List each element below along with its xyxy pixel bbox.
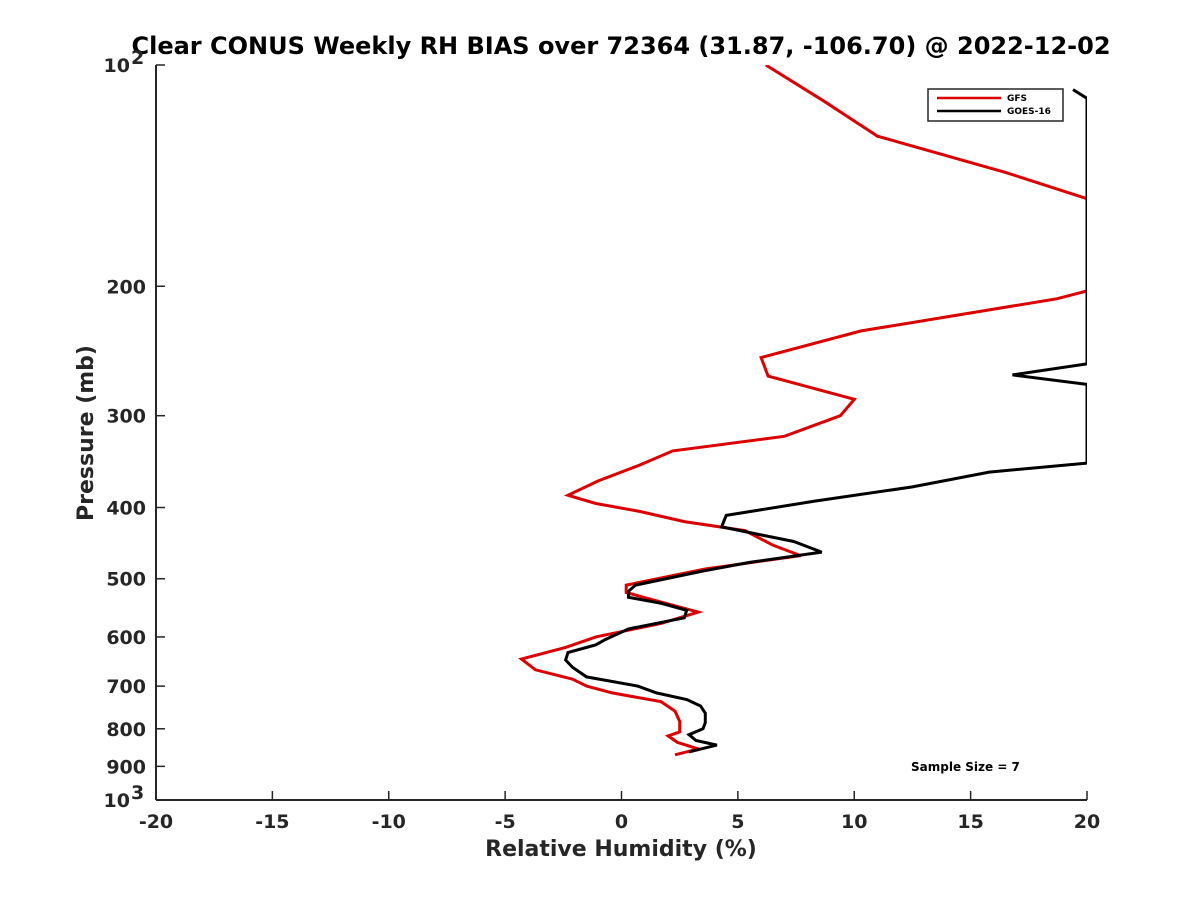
legend-box xyxy=(927,88,1064,122)
series-layer xyxy=(518,65,1087,757)
axes xyxy=(155,65,1087,801)
series-line-goes16 xyxy=(563,88,1087,754)
x-ticks: -20 -15 -10 -5 0 5 10 15 20 xyxy=(139,791,1100,833)
legend-label-goes16: GOES-16 xyxy=(1007,107,1051,117)
legend-label-gfs: GFS xyxy=(1007,94,1027,104)
y-tick-label: 900 xyxy=(106,756,146,778)
y-tick-label: 800 xyxy=(106,719,146,741)
x-tick-label: 10 xyxy=(841,811,867,833)
y-tick-label: 10 xyxy=(104,55,130,77)
chart-title: Clear CONUS Weekly RH BIAS over 72364 (3… xyxy=(131,32,1110,60)
x-axis-label: Relative Humidity (%) xyxy=(485,837,757,862)
x-tick-label: 20 xyxy=(1074,811,1100,833)
y-axis-label: Pressure (mb) xyxy=(74,345,99,521)
sample-size-annotation: Sample Size = 7 xyxy=(911,760,1020,774)
x-tick-label: 5 xyxy=(731,811,744,833)
x-tick-label: -5 xyxy=(495,811,516,833)
y-tick-label: 300 xyxy=(106,406,146,428)
y-tick-label: 400 xyxy=(106,498,146,520)
y-tick-exponent: 3 xyxy=(131,782,144,804)
y-tick-label: 200 xyxy=(106,276,146,298)
y-tick-label: 500 xyxy=(106,569,146,591)
x-tick-label: -10 xyxy=(372,811,406,833)
x-tick-label: 15 xyxy=(957,811,983,833)
x-tick-label: 0 xyxy=(615,811,628,833)
series-line-gfs xyxy=(518,65,1087,757)
y-tick-label: 700 xyxy=(106,676,146,698)
y-tick-label: 600 xyxy=(106,627,146,649)
legend: GFS GOES-16 xyxy=(927,88,1064,122)
y-tick-exponent: 2 xyxy=(131,47,144,69)
x-tick-label: -20 xyxy=(139,811,173,833)
y-tick-label: 10 xyxy=(104,790,130,812)
x-tick-label: -15 xyxy=(255,811,289,833)
